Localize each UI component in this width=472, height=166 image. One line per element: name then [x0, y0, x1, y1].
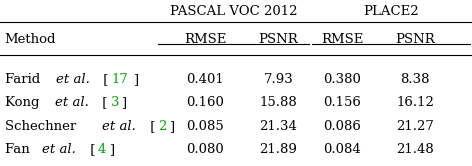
- Text: 21.48: 21.48: [396, 143, 434, 156]
- Text: [: [: [99, 96, 108, 109]
- Text: 0.084: 0.084: [323, 143, 361, 156]
- Text: RMSE: RMSE: [321, 33, 363, 46]
- Text: PSNR: PSNR: [396, 33, 435, 46]
- Text: 16.12: 16.12: [396, 96, 434, 109]
- Text: 0.085: 0.085: [186, 120, 224, 133]
- Text: 0.160: 0.160: [186, 96, 224, 109]
- Text: 3: 3: [110, 96, 119, 109]
- Text: et al.: et al.: [102, 120, 136, 133]
- Text: PSNR: PSNR: [259, 33, 298, 46]
- Text: [: [: [100, 73, 109, 86]
- Text: 0.156: 0.156: [323, 96, 361, 109]
- Text: Schechner: Schechner: [5, 120, 80, 133]
- Text: et al.: et al.: [56, 73, 90, 86]
- Text: 21.34: 21.34: [260, 120, 297, 133]
- Text: [: [: [146, 120, 155, 133]
- Text: Fan: Fan: [5, 143, 34, 156]
- Text: 0.380: 0.380: [323, 73, 361, 86]
- Text: 0.080: 0.080: [186, 143, 224, 156]
- Text: Kong: Kong: [5, 96, 43, 109]
- Text: ]: ]: [169, 120, 174, 133]
- Text: 7.93: 7.93: [263, 73, 294, 86]
- Text: 2: 2: [158, 120, 166, 133]
- Text: et al.: et al.: [42, 143, 76, 156]
- Text: 15.88: 15.88: [260, 96, 297, 109]
- Text: ]: ]: [109, 143, 114, 156]
- Text: 21.89: 21.89: [260, 143, 297, 156]
- Text: ]: ]: [133, 73, 138, 86]
- Text: PASCAL VOC 2012: PASCAL VOC 2012: [170, 5, 297, 18]
- Text: 17: 17: [111, 73, 128, 86]
- Text: Farid: Farid: [5, 73, 44, 86]
- Text: 4: 4: [98, 143, 106, 156]
- Text: 21.27: 21.27: [396, 120, 434, 133]
- Text: 0.086: 0.086: [323, 120, 361, 133]
- Text: [: [: [86, 143, 95, 156]
- Text: 0.401: 0.401: [186, 73, 224, 86]
- Text: RMSE: RMSE: [184, 33, 227, 46]
- Text: et al.: et al.: [55, 96, 89, 109]
- Text: 8.38: 8.38: [401, 73, 430, 86]
- Text: PLACE2: PLACE2: [363, 5, 418, 18]
- Text: ]: ]: [121, 96, 126, 109]
- Text: Method: Method: [5, 33, 56, 46]
